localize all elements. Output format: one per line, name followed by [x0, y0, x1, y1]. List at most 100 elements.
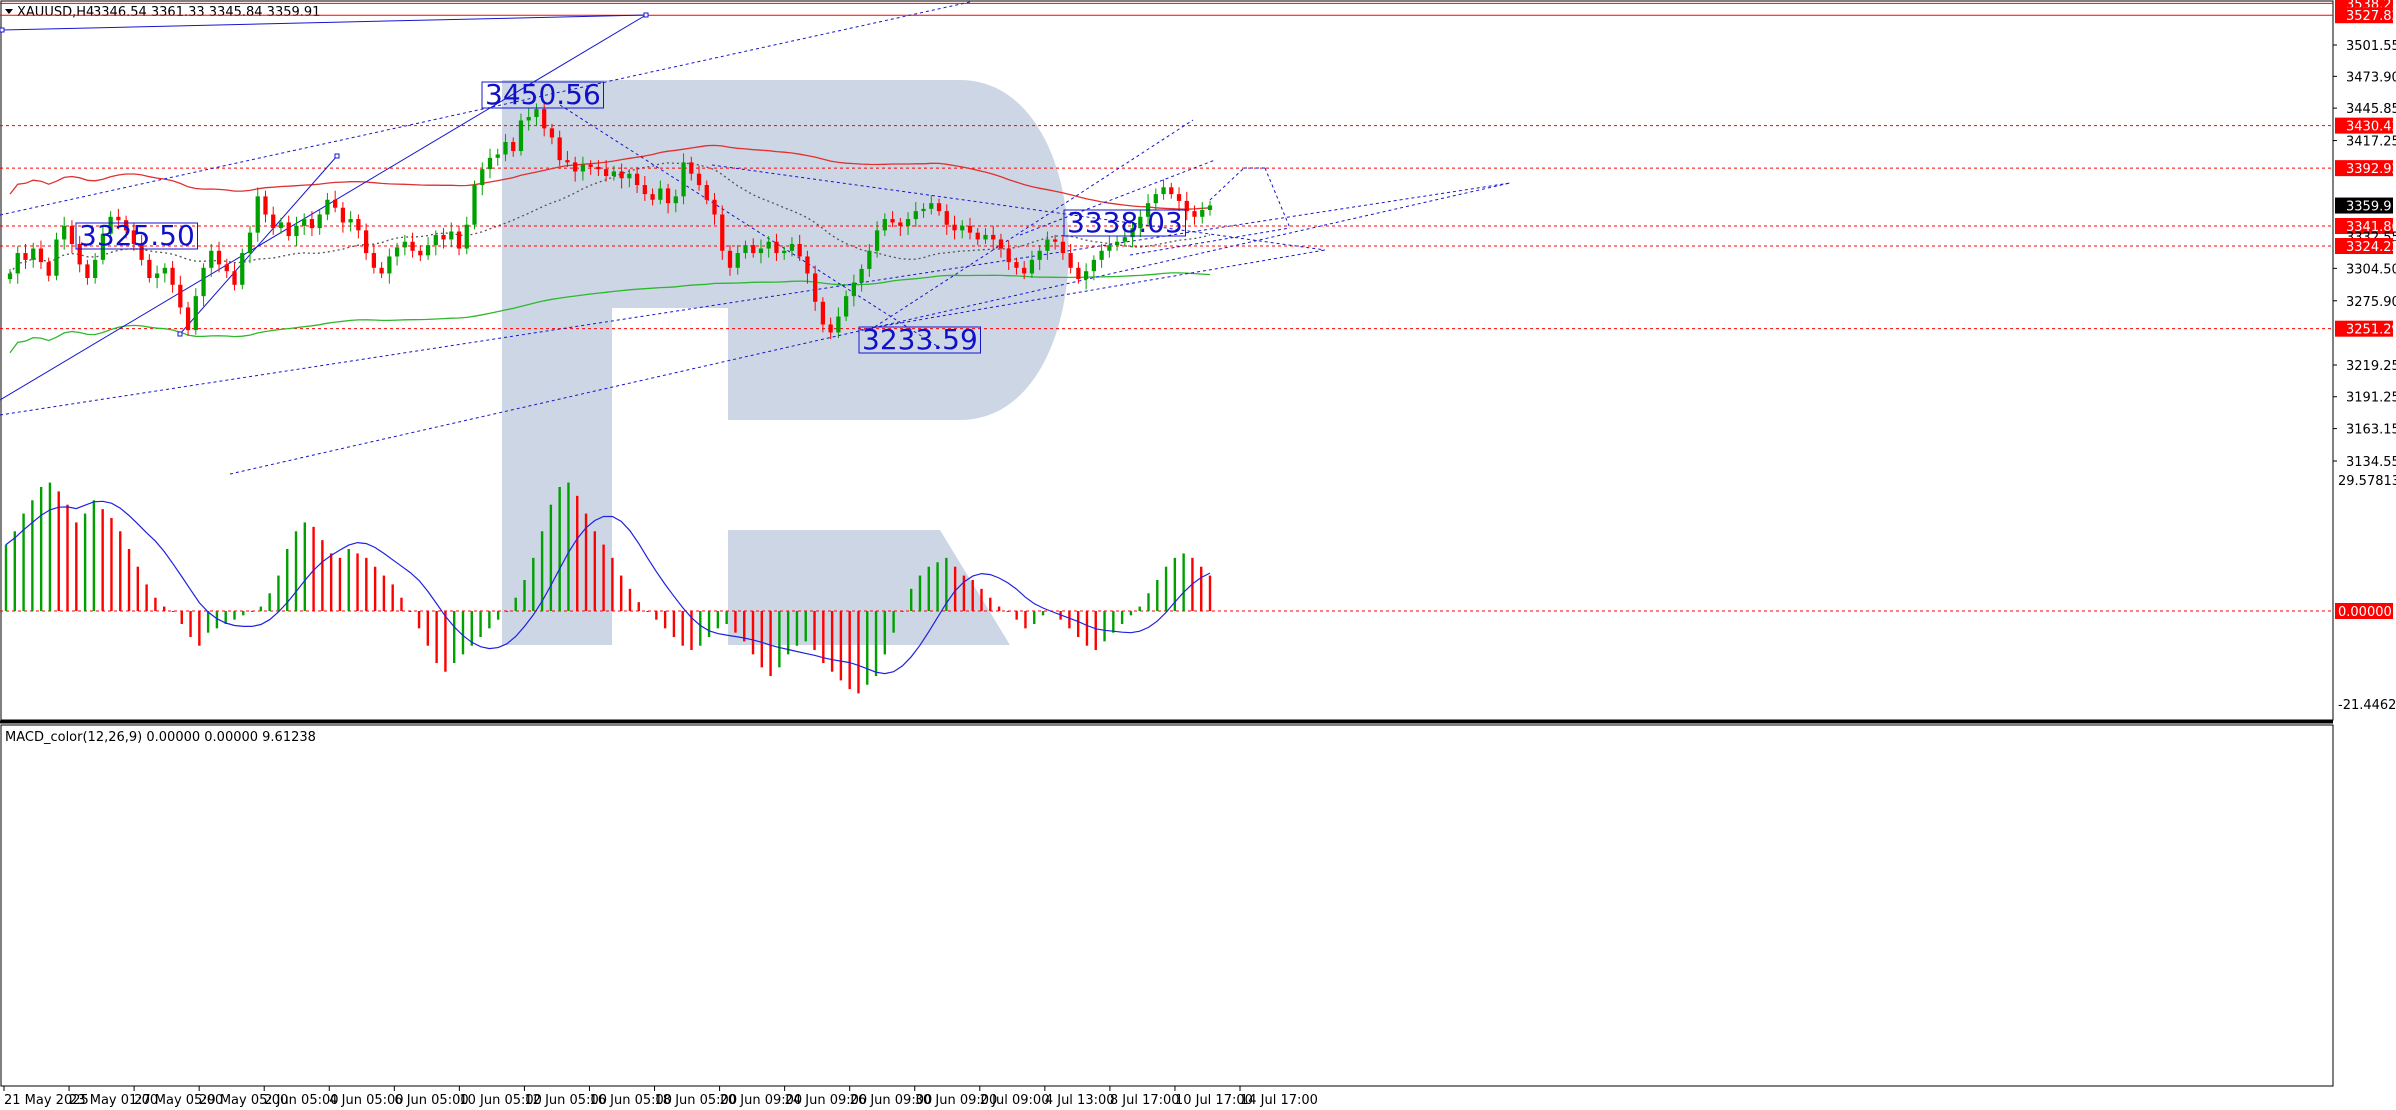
macd-histogram-bar: [997, 606, 1001, 611]
candle-body: [1045, 239, 1050, 251]
macd-histogram-bar: [242, 611, 245, 616]
dropdown-triangle-icon[interactable]: [5, 9, 13, 14]
trend-line[interactable]: [1, 14, 647, 31]
macd-histogram-bar: [848, 611, 851, 690]
macd-histogram-bar: [786, 611, 790, 655]
macd-histogram-bar: [628, 588, 632, 611]
candle-body: [782, 250, 787, 254]
price-tag-text: 3324.22: [2346, 240, 2396, 255]
macd-histogram-bar: [883, 611, 887, 655]
candle-body: [387, 256, 392, 274]
candle-body: [69, 225, 75, 244]
trend-lines[interactable]: [0, 1, 1511, 475]
candle-body: [294, 225, 299, 237]
macd-histogram-bar: [496, 611, 500, 620]
candle-body: [379, 267, 384, 274]
candle-body: [247, 232, 253, 254]
macd-histogram-bar: [822, 611, 825, 664]
macd-histogram-bar: [953, 566, 957, 611]
candle-body: [170, 267, 175, 285]
anchor-point[interactable]: [0, 27, 5, 33]
macd-histogram-bar: [22, 513, 25, 611]
macd-histogram-bar: [101, 509, 104, 611]
candle-body: [31, 248, 36, 260]
macd-histogram-bar: [637, 602, 640, 611]
candle-body: [836, 316, 841, 333]
time-tick-label: 4 Jul 13:00: [1045, 1093, 1115, 1108]
price-tag-bg: [2335, 117, 2393, 134]
macd-histogram-bar: [699, 611, 702, 646]
candle-body: [46, 262, 51, 276]
price-annotation-box[interactable]: 3450.56: [481, 78, 604, 111]
price-tick-label: 3219.25: [2346, 359, 2396, 374]
price-annotation-box[interactable]: 3325.50: [75, 219, 198, 252]
macd-histogram-bar: [294, 531, 298, 611]
candle-body: [108, 216, 113, 234]
macd-histogram-bar: [901, 611, 904, 612]
macd-histogram-bar: [329, 553, 333, 611]
candle-body: [913, 211, 918, 220]
trend-line[interactable]: [179, 155, 338, 335]
trend-line[interactable]: [1264, 167, 1291, 229]
macd-histogram-bar: [110, 517, 113, 611]
anchor-point[interactable]: [177, 331, 183, 337]
candle-body: [534, 109, 539, 118]
watermark-letter-r-leg: [728, 530, 1010, 645]
macd-histogram-bar: [435, 611, 438, 664]
candle-body: [364, 230, 369, 254]
time-tick-label: 18 Jun 05:00: [655, 1093, 738, 1108]
candle-body: [77, 243, 82, 265]
horizontal-levels[interactable]: [0, 2, 2333, 330]
candle-body: [634, 173, 640, 186]
macd-tag-bg: [2335, 603, 2393, 619]
price-annotation-box[interactable]: 3233.59: [858, 323, 981, 356]
price-tag: 3341.86: [2335, 218, 2396, 235]
macd-tick-label: 0.00000: [2338, 605, 2392, 620]
trend-line[interactable]: [1209, 167, 1245, 201]
macd-tick-label: 29.57813: [2338, 474, 2396, 489]
trend-line[interactable]: [1019, 159, 1216, 236]
candle-body: [960, 225, 965, 231]
macd-histogram-bar: [461, 611, 465, 655]
candle-body: [325, 199, 330, 215]
trend-line[interactable]: [869, 119, 1194, 331]
candle-body: [588, 164, 593, 167]
macd-histogram-bar: [778, 611, 781, 668]
macd-histogram-bar: [444, 611, 447, 672]
candle-body: [898, 222, 903, 226]
candle-body: [371, 253, 376, 268]
candlesticks: [7, 101, 1213, 340]
macd-histogram-bar: [690, 611, 693, 651]
macd-histogram-bar: [1147, 593, 1150, 611]
trend-line[interactable]: [0, 182, 1511, 416]
candle-body: [480, 169, 485, 186]
trend-line[interactable]: [0, 14, 647, 401]
trend-line[interactable]: [229, 182, 1511, 475]
candle-body: [952, 224, 957, 231]
price-annotation-box[interactable]: 3338.03: [1063, 206, 1186, 239]
macd-histogram-bar: [672, 611, 676, 638]
time-tick-label: 4 Jun 05:00: [329, 1093, 403, 1108]
trend-line[interactable]: [859, 249, 1326, 331]
trend-line[interactable]: [711, 164, 1326, 251]
anchor-point[interactable]: [334, 153, 340, 159]
price-annotations[interactable]: 3325.50 3450.56 3233.59 3338.03: [75, 78, 1186, 356]
candle-body: [1130, 228, 1135, 238]
candle-body: [874, 230, 880, 251]
candle-body: [162, 267, 167, 274]
price-tag-text: 3430.42: [2346, 120, 2396, 135]
time-tick-label: 23 May 01:00: [69, 1093, 158, 1108]
time-tick-label: 21 May 2025: [4, 1093, 89, 1108]
anchor-point[interactable]: [643, 12, 649, 18]
macd-histogram-bar: [567, 482, 570, 611]
price-tag-text: 3341.86: [2346, 220, 2396, 235]
main-pane-frame: [0, 0, 2334, 1087]
candle-body: [23, 253, 28, 260]
macd-histogram-bar: [1182, 553, 1185, 611]
macd-histogram-bar: [1103, 611, 1106, 642]
macd-histogram-bar: [286, 548, 289, 611]
price-tick-label: 3275.90: [2346, 295, 2396, 310]
macd-histogram-bar: [760, 611, 763, 668]
